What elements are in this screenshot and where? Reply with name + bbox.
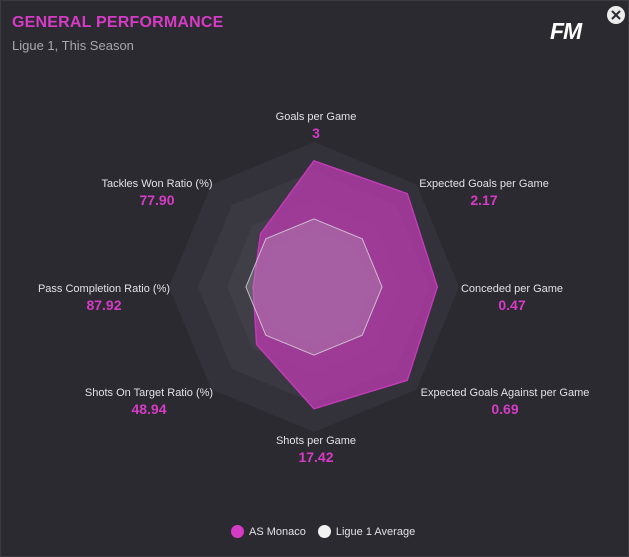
- metric-conceded-per-game: Conceded per Game 0.47: [402, 283, 622, 313]
- metric-goals-per-game: Goals per Game 3: [206, 111, 426, 141]
- panel-title: GENERAL PERFORMANCE: [12, 14, 224, 31]
- panel-subtitle: Ligue 1, This Season: [12, 38, 134, 53]
- chart-legend: AS Monaco Ligue 1 Average: [231, 525, 421, 538]
- fm-logo: FM: [550, 18, 582, 44]
- series-ligue-1-average-area: [245, 218, 383, 356]
- metric-label: Goals per Game: [275, 111, 357, 123]
- metric-value: 17.42: [298, 449, 334, 465]
- metric-value: 77.90: [139, 192, 175, 208]
- metric-value: 0.69: [491, 401, 519, 417]
- close-icon: [611, 10, 621, 20]
- metric-value: 2.17: [470, 192, 498, 208]
- metric-value: 3: [312, 125, 320, 141]
- metric-value: 48.94: [131, 401, 167, 417]
- legend-dot-club: [231, 525, 244, 538]
- metric-value: 87.92: [86, 297, 122, 313]
- metric-label: Pass Completion Ratio (%): [37, 283, 171, 295]
- metric-label: Conceded per Game: [460, 283, 564, 295]
- metric-label: Expected Goals Against per Game: [420, 387, 590, 399]
- legend-label: AS Monaco: [249, 525, 306, 538]
- metric-expected-goals-per-game: Expected Goals per Game 2.17: [374, 178, 594, 208]
- metric-label: Expected Goals per Game: [419, 178, 549, 190]
- metric-tackles-won-ratio: Tackles Won Ratio (%) 77.90: [47, 178, 267, 208]
- legend-item-club[interactable]: AS Monaco: [231, 525, 306, 538]
- metric-shots-per-game: Shots per Game 17.42: [206, 435, 426, 465]
- metric-label: Shots per Game: [275, 435, 357, 447]
- metric-expected-goals-against-per-game: Expected Goals Against per Game 0.69: [395, 387, 615, 417]
- metric-label: Tackles Won Ratio (%): [101, 178, 213, 190]
- legend-dot-average: [317, 525, 331, 538]
- metric-shots-on-target-ratio: Shots On Target Ratio (%) 48.94: [39, 387, 259, 417]
- metric-label: Shots On Target Ratio (%): [84, 387, 214, 399]
- series-as-monaco-area: [252, 159, 439, 410]
- legend-item-average[interactable]: Ligue 1 Average: [317, 525, 416, 538]
- metric-pass-completion-ratio: Pass Completion Ratio (%) 87.92: [0, 283, 214, 313]
- close-button[interactable]: [607, 6, 625, 24]
- legend-label: Ligue 1 Average: [335, 525, 416, 538]
- metric-value: 0.47: [498, 297, 526, 313]
